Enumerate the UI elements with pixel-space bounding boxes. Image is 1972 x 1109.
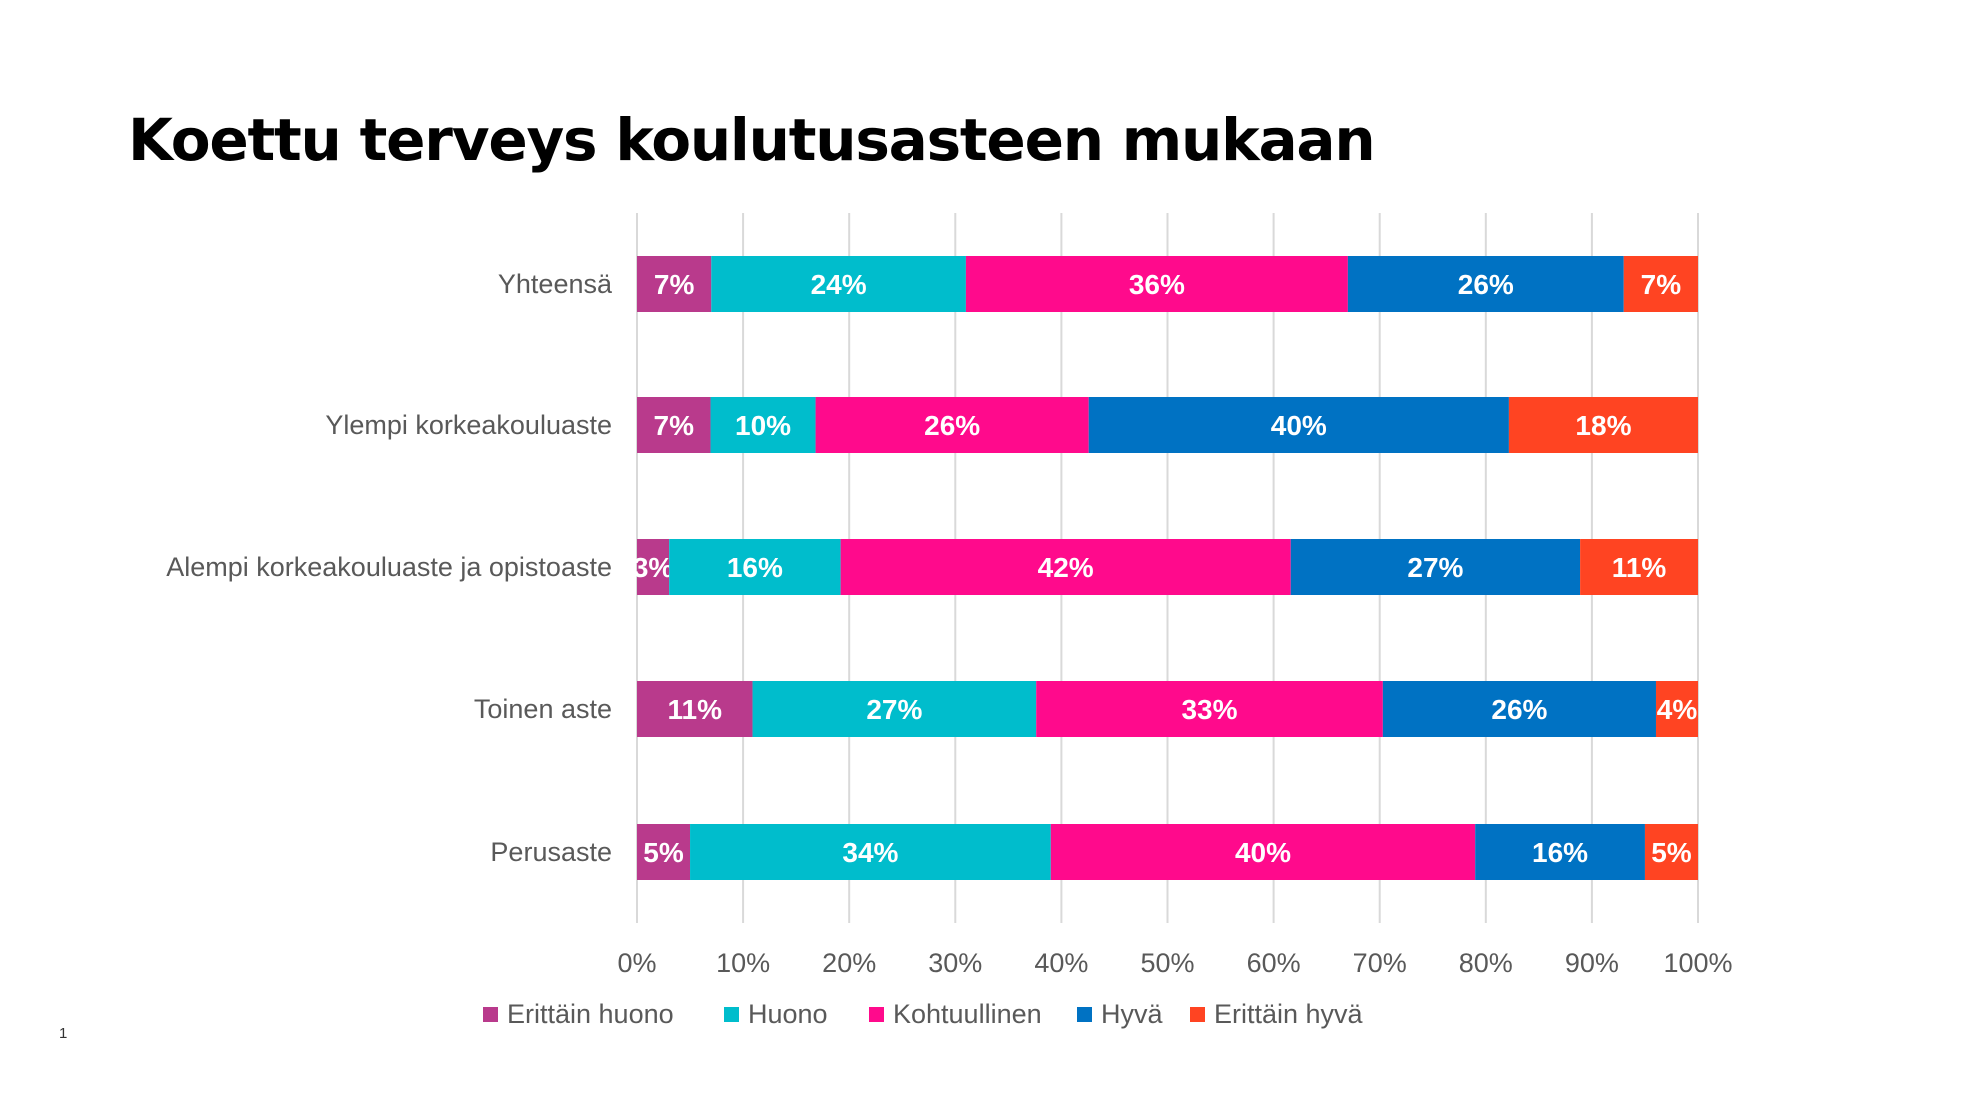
x-tick-label: 50%: [1140, 948, 1194, 978]
bars: 7% 24% 36% 26% 7%7% 10% 26% 40% 18%3% 16% 42% 27% 11…: [633, 256, 1698, 880]
data-label: 18%: [1575, 410, 1631, 441]
data-label: 26%: [1458, 269, 1514, 300]
x-tick-label: 0%: [617, 948, 656, 978]
legend-swatch: [869, 1006, 884, 1022]
bar-segment: [690, 824, 1051, 880]
legend-item: Erittäin huono: [483, 996, 674, 1032]
legend-item: Huono: [724, 996, 828, 1032]
legend-item: Kohtuullinen: [869, 996, 1042, 1032]
category-label: Alempi korkeakouluaste ja opistoaste: [166, 552, 612, 582]
x-tick-label: 20%: [822, 948, 876, 978]
bar-segment: [1623, 256, 1698, 312]
bar-segment: [815, 397, 1089, 453]
data-label: 10%: [735, 410, 791, 441]
legend-item: Hyvä: [1077, 996, 1163, 1032]
data-label: 5%: [643, 837, 684, 868]
bar-segment: [1644, 824, 1698, 880]
bar-segment: [711, 256, 966, 312]
x-tick-label: 10%: [716, 948, 770, 978]
data-label: 7%: [654, 269, 695, 300]
data-label: 16%: [1532, 837, 1588, 868]
data-label: 42%: [1038, 552, 1094, 583]
bar-segment: [637, 681, 753, 737]
data-label: 27%: [1407, 552, 1463, 583]
bar-segment: [637, 539, 670, 595]
legend-swatch: [724, 1006, 739, 1022]
bar-segment: [965, 256, 1348, 312]
data-label: 24%: [811, 269, 867, 300]
bar-segment: [710, 397, 816, 453]
x-tick-label: 70%: [1353, 948, 1407, 978]
bar-segment: [637, 824, 691, 880]
category-label: Perusaste: [490, 837, 612, 867]
data-label: 36%: [1129, 269, 1185, 300]
x-tick-label: 40%: [1034, 948, 1088, 978]
legend-label: Huono: [748, 998, 828, 1029]
bar-row: 3% 16% 42% 27% 11%: [633, 539, 1698, 595]
data-label: 11%: [668, 694, 723, 725]
data-label: 34%: [842, 837, 898, 868]
x-axis-tick-labels: 0% 10% 20% 30% 40% 50% 60% 70% 80% 90% 100%: [617, 948, 1732, 978]
legend-label: Erittäin huono: [507, 998, 674, 1029]
legend-swatch: [1077, 1006, 1092, 1022]
page-number: 1: [59, 1025, 68, 1042]
data-label: 26%: [1491, 694, 1547, 725]
data-label: 33%: [1181, 694, 1237, 725]
legend-item: Erittäin hyvä: [1190, 996, 1363, 1032]
data-label: 7%: [1641, 269, 1682, 300]
bar-segment: [840, 539, 1291, 595]
bar-segment: [1050, 824, 1476, 880]
bar-row: 7% 10% 26% 40% 18%: [637, 397, 1698, 453]
category-label: Ylempi korkeakouluaste: [325, 410, 612, 440]
bar-row: 11% 27% 33% 26% 4%: [637, 681, 1698, 737]
data-label: 11%: [1612, 552, 1667, 583]
bar-segment: [1036, 681, 1383, 737]
data-label: 4%: [1657, 694, 1698, 725]
legend-label: Erittäin hyvä: [1214, 998, 1363, 1029]
category-label: Toinen aste: [474, 694, 612, 724]
x-tick-label: 90%: [1565, 948, 1619, 978]
bar-segment: [637, 397, 711, 453]
legend: Erittäin huono Huono Kohtuullinen Hyvä Eritt…: [0, 996, 1972, 1032]
x-tick-label: 100%: [1663, 948, 1732, 978]
data-label: 26%: [924, 410, 980, 441]
bar-segment: [1508, 397, 1698, 453]
legend-label: Hyvä: [1101, 998, 1163, 1029]
data-label: 7%: [654, 410, 695, 441]
chart-title: Koettu terveys koulutusasteen mukaan: [128, 106, 1376, 174]
bar-segment: [1580, 539, 1698, 595]
bar-segment: [1290, 539, 1581, 595]
bar-row: 7% 24% 36% 26% 7%: [637, 256, 1698, 312]
category-labels: Yhteensä Ylempi korkeakouluaste Alempi kor…: [166, 269, 613, 867]
x-tick-label: 80%: [1459, 948, 1513, 978]
bar-row: 5% 34% 40% 16% 5%: [637, 824, 1698, 880]
data-label: 5%: [1651, 837, 1692, 868]
x-tick-label: 30%: [928, 948, 982, 978]
x-tick-label: 60%: [1247, 948, 1301, 978]
legend-label: Kohtuullinen: [893, 998, 1042, 1029]
bar-segment: [1347, 256, 1624, 312]
legend-swatch: [483, 1006, 498, 1022]
bar-segment: [669, 539, 841, 595]
data-label: 3%: [633, 552, 674, 583]
bar-segment: [637, 256, 712, 312]
data-label: 27%: [866, 694, 922, 725]
bar-segment: [1382, 681, 1656, 737]
bar-segment: [752, 681, 1037, 737]
legend-swatch: [1190, 1006, 1205, 1022]
data-label: 40%: [1271, 410, 1327, 441]
bar-segment: [1088, 397, 1509, 453]
bar-segment: [1475, 824, 1645, 880]
data-label: 40%: [1235, 837, 1291, 868]
category-label: Yhteensä: [498, 269, 613, 299]
bar-segment: [1655, 681, 1698, 737]
data-label: 16%: [727, 552, 783, 583]
